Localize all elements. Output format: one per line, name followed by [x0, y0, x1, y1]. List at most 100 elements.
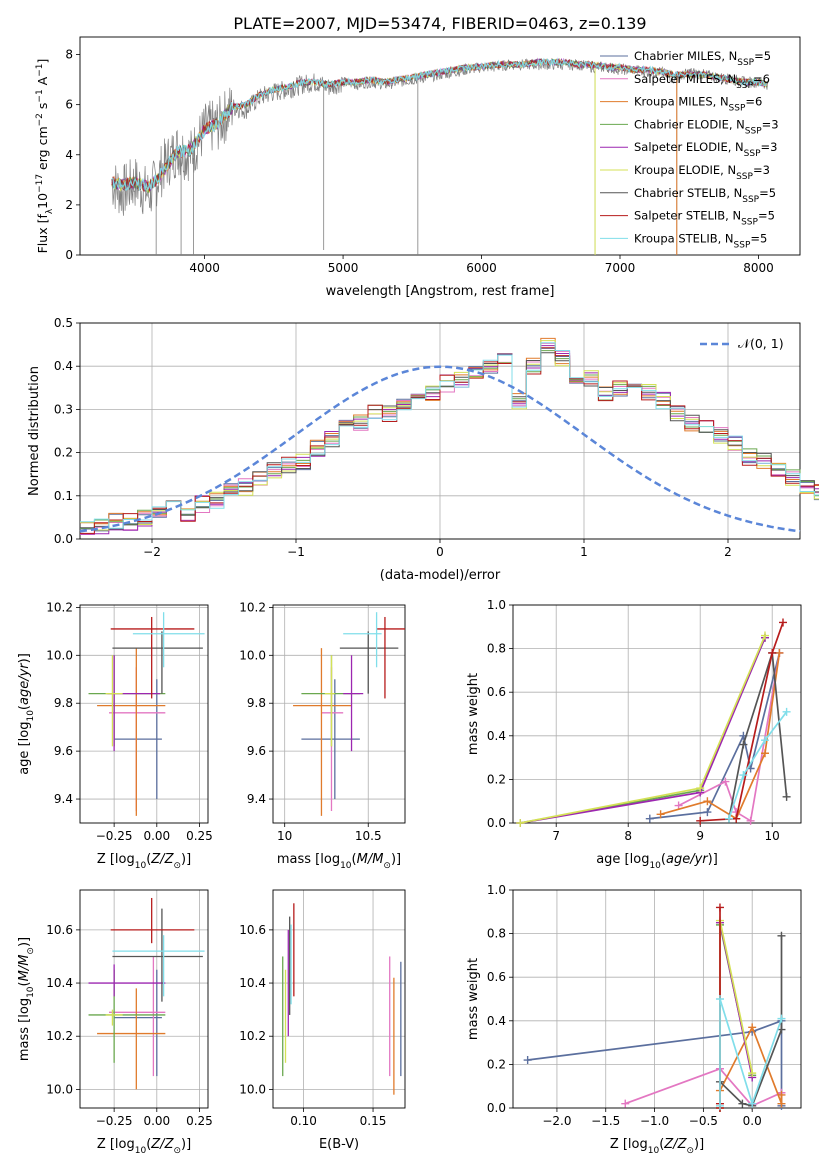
- y-tick-label: 9.8: [247, 696, 266, 710]
- axes-frame: [512, 889, 802, 1109]
- weight-line: [520, 637, 766, 824]
- weight-marker: [748, 1023, 757, 1032]
- weight-marker: [746, 816, 755, 825]
- weight-marker: [645, 814, 654, 823]
- y-tick-label: 8: [65, 48, 73, 62]
- weight-marker: [739, 740, 748, 749]
- legend-label: Kroupa STELIB, NSSP=5: [634, 231, 767, 250]
- y-axis-label: mass weight: [466, 673, 481, 755]
- y-tick-label: 0.4: [54, 359, 73, 373]
- x-tick-label: 0.00: [143, 829, 170, 843]
- legend-label: Chabrier ELODIE, NSSP=3: [634, 117, 779, 136]
- weight-marker: [715, 995, 724, 1003]
- y-tick-label: 4: [65, 148, 73, 162]
- y-tick-label: 1.0: [487, 883, 506, 897]
- mass-vs-Z-panel: −0.25 0.00 0.25 10.0 10.2 10.4 10.6 Z [log10(Z/…: [17, 889, 213, 1156]
- y-tick-label: 0.5: [54, 316, 73, 330]
- legend-label: Salpeter STELIB, NSSP=5: [634, 209, 775, 228]
- y-tick-label: 0.1: [54, 489, 73, 503]
- x-tick-label: 6000: [466, 261, 497, 275]
- weight-marker: [703, 797, 712, 806]
- x-axis-label: (data-model)/error: [380, 568, 501, 583]
- y-tick-label: 10.4: [46, 976, 73, 990]
- weight-marker: [782, 792, 791, 801]
- spectrum-lines: [111, 57, 769, 255]
- histograms: [80, 337, 819, 535]
- legend-label: Chabrier STELIB, NSSP=5: [634, 186, 776, 205]
- spectrum-legend: Chabrier MILES, NSSP=5 Salpeter MILES, NS…: [600, 49, 779, 250]
- y-tick-label: 10.0: [46, 1082, 73, 1096]
- weight-line: [625, 1067, 782, 1107]
- y-tick-label: 10.2: [239, 1029, 266, 1043]
- weight-line: [728, 711, 788, 819]
- y-tick-label: 10.6: [46, 923, 73, 937]
- legend-label: Kroupa ELODIE, NSSP=3: [634, 163, 770, 182]
- x-tick-label: 0.0: [743, 1114, 762, 1128]
- weight-marker: [777, 1099, 786, 1108]
- y-axis-label: Flux [fλ10−17 erg cm−2 s−1 A−1]: [35, 59, 55, 254]
- weight-marker: [621, 1099, 630, 1108]
- x-axis-label: age [log10(age/yr)]: [596, 852, 718, 871]
- weight-marker: [725, 814, 733, 823]
- histogram-step-line: [80, 340, 819, 531]
- x-tick-label: −0.25: [96, 1114, 133, 1128]
- y-tick-label: 2: [65, 198, 73, 212]
- weight-marker: [674, 801, 683, 810]
- y-tick-label: 0.2: [54, 446, 73, 460]
- legend-label: Chabrier MILES, NSSP=5: [634, 49, 771, 68]
- mass-vs-EBV-panel: 0.10 0.15 10.0 10.2 10.4 10.6 E(B-V): [239, 889, 406, 1152]
- y-axis-label: age [log10(age/yr)]: [17, 653, 36, 775]
- y-tick-label: 9.6: [54, 744, 73, 758]
- histogram-step-line: [80, 342, 819, 529]
- axes-frame: [272, 604, 406, 824]
- y-tick-label: 1.0: [487, 598, 506, 612]
- legend-label: Salpeter MILES, NSSP=6: [634, 72, 770, 91]
- y-tick-label: 0.0: [54, 532, 73, 546]
- x-tick-label: 10: [277, 829, 292, 843]
- error-bars: [282, 903, 402, 1095]
- age-vs-mass-panel: 10 10.5 9.4 9.6 9.8 10.0 10.2 mass [log10(M/M⊙)…: [239, 600, 406, 871]
- x-axis-label: Z [log10(Z/Z⊙)]: [610, 1137, 704, 1156]
- weight-marker: [748, 1069, 757, 1078]
- weight-line: [527, 1019, 783, 1106]
- weight-marker: [768, 648, 777, 657]
- y-tick-label: 0.4: [487, 1014, 506, 1028]
- axes-frame: [79, 604, 209, 824]
- weight-marker: [523, 1056, 532, 1065]
- x-tick-label: −1.0: [640, 1114, 669, 1128]
- x-tick-label: 7: [552, 829, 560, 843]
- x-tick-label: 2: [724, 545, 732, 559]
- error-bars: [293, 612, 405, 816]
- weight-line: [520, 637, 766, 824]
- y-tick-label: 0.2: [487, 1057, 506, 1071]
- y-tick-label: 9.4: [54, 792, 73, 806]
- weight-line: [719, 998, 783, 1107]
- weight-lines: [516, 618, 791, 827]
- histogram-step-line: [80, 347, 819, 534]
- y-axis-label: mass [log10(M/M⊙)]: [17, 937, 36, 1061]
- weight-marker: [739, 771, 748, 780]
- residuals-panel: −2 −1 0 1 2 0.0 0.1 0.2 0.3 0.4 0.5 𝒩(0, 1) (data-mo…: [27, 316, 819, 583]
- x-tick-label: 0.25: [186, 1114, 213, 1128]
- x-tick-label: −1.5: [591, 1114, 620, 1128]
- weight-marker: [777, 1014, 786, 1023]
- axes-frame: [79, 889, 209, 1109]
- y-tick-label: 10.2: [239, 600, 266, 614]
- y-tick-label: 0.0: [487, 816, 506, 830]
- y-tick-label: 0.6: [487, 685, 506, 699]
- x-tick-label: 1: [580, 545, 588, 559]
- y-tick-label: 10.2: [46, 600, 73, 614]
- y-tick-label: 10.0: [46, 648, 73, 662]
- histogram-step-line: [80, 342, 819, 535]
- model-spectrum-line: [111, 57, 768, 192]
- x-tick-label: 10.5: [355, 829, 382, 843]
- y-tick-label: 9.8: [54, 696, 73, 710]
- x-tick-label: 7000: [605, 261, 636, 275]
- weight-marker: [761, 736, 769, 745]
- error-bars: [88, 612, 205, 816]
- weight-marker: [738, 1099, 747, 1108]
- y-axis-label: mass weight: [466, 958, 481, 1040]
- y-tick-label: 10.0: [239, 1082, 266, 1096]
- x-tick-label: 8000: [743, 261, 774, 275]
